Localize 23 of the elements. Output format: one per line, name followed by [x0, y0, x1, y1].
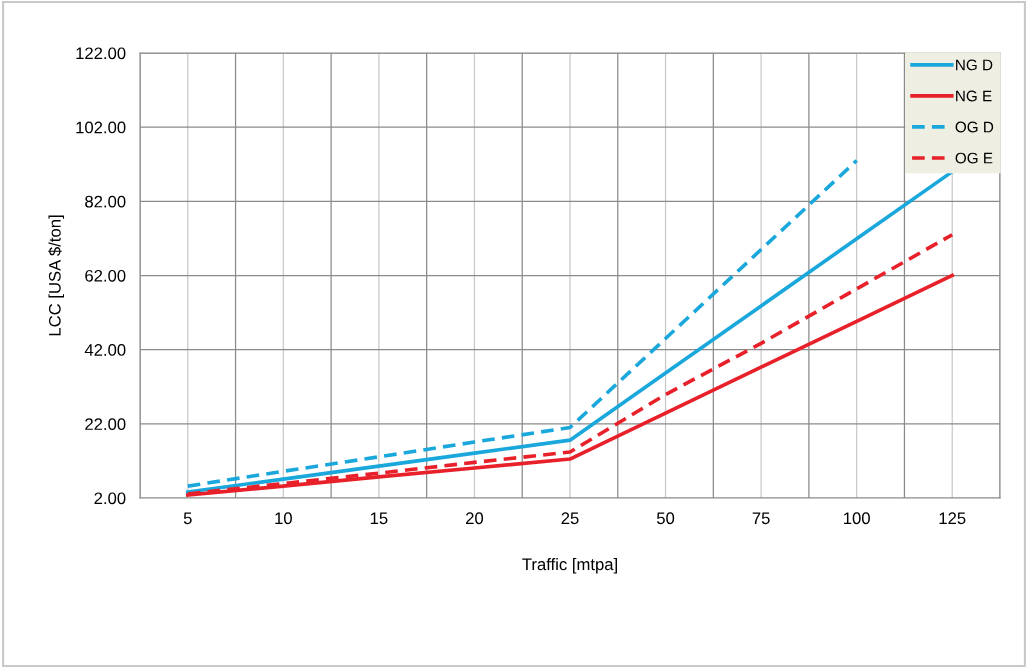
legend-label: OG D — [955, 121, 994, 133]
x-tick-label: 5 — [183, 512, 192, 525]
x-tick-label: 125 — [939, 512, 966, 525]
x-axis-title: Traffic [mtpa] — [522, 557, 617, 574]
legend-label: NG D — [956, 59, 993, 71]
x-tick-label: 100 — [844, 512, 870, 525]
y-tick-label: 82.00 — [85, 195, 126, 208]
y-tick-label: 2.00 — [94, 492, 126, 505]
y-tick-label: 62.00 — [85, 269, 126, 282]
legend-label: NG E — [956, 90, 992, 102]
y-tick-label: 22.00 — [85, 418, 126, 431]
x-tick-label: 15 — [370, 512, 388, 525]
y-tick-label: 42.00 — [84, 344, 126, 356]
x-tick-label: 20 — [466, 512, 484, 525]
line-series — [185, 158, 859, 488]
y-axis-title: LCC [USA $/ton] — [48, 215, 65, 336]
y-tick-label: 122.00 — [76, 47, 126, 60]
x-tick-label: 25 — [561, 512, 579, 525]
x-tick-label: 50 — [656, 512, 675, 525]
x-tick-label: 10 — [275, 512, 292, 525]
legend-label: OG E — [955, 152, 993, 164]
x-tick-label: 75 — [752, 512, 770, 525]
y-tick-label: 102.00 — [76, 121, 126, 134]
